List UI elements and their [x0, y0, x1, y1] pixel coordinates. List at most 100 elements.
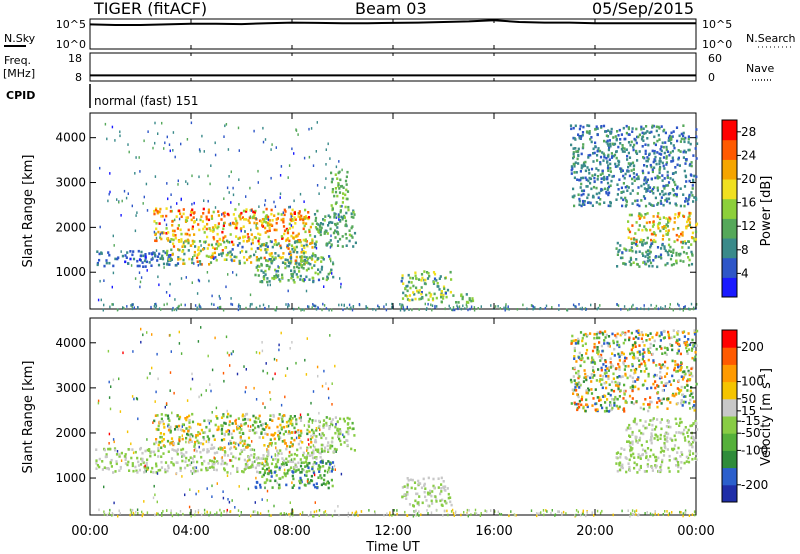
scatter-cell	[655, 433, 658, 437]
scatter-cell	[260, 280, 263, 283]
scatter-cell	[655, 347, 658, 351]
scatter-cell	[604, 130, 607, 133]
scatter-cell	[432, 477, 435, 481]
scatter-cell	[226, 253, 229, 257]
scatter-cell	[424, 302, 426, 306]
scatter-cell	[228, 423, 231, 427]
scatter-cell	[266, 221, 269, 225]
scatter-cell	[614, 380, 617, 384]
scatter-cell	[400, 305, 402, 308]
scatter-cell	[249, 425, 252, 428]
scatter-cell	[193, 469, 196, 472]
scatter-cell	[645, 250, 648, 254]
scatter-cell	[616, 343, 619, 347]
scatter-cell	[237, 237, 240, 240]
scatter-cell	[580, 354, 583, 357]
scatter-cell	[324, 510, 327, 513]
scatter-cell	[337, 213, 340, 216]
scatter-cell	[136, 397, 139, 401]
scatter-cell	[174, 236, 177, 240]
scatter-cell	[658, 138, 661, 141]
scatter-cell	[642, 383, 645, 387]
scatter-cell	[321, 443, 325, 447]
scatter-cell	[163, 445, 166, 448]
scatter-cell	[200, 455, 203, 459]
scatter-cell	[96, 263, 99, 267]
scatter-cell	[214, 336, 216, 340]
scatter-cell	[292, 250, 295, 254]
scatter-cell	[660, 468, 663, 472]
scatter-cell	[683, 335, 686, 338]
scatter-cell	[161, 254, 164, 258]
scatter-cell	[329, 227, 332, 231]
scatter-cell	[180, 428, 183, 432]
scatter-cell	[484, 509, 486, 513]
scatter-cell	[292, 236, 295, 239]
scatter-cell	[210, 302, 213, 306]
scatter-cell	[694, 457, 697, 460]
scatter-cell	[276, 460, 279, 464]
scatter-cell	[574, 386, 577, 389]
scatter-cell	[306, 464, 309, 467]
scatter-cell	[642, 402, 645, 406]
scatter-cell	[97, 399, 100, 403]
scatter-cell	[350, 215, 353, 219]
scatter-cell	[357, 514, 359, 517]
scatter-cell	[290, 269, 293, 272]
scatter-cell	[661, 363, 664, 367]
scatter-cell	[98, 258, 101, 262]
scatter-cell	[456, 306, 459, 309]
scatter-cell	[329, 470, 331, 473]
scatter-cell	[602, 152, 605, 156]
scatter-cell	[256, 264, 259, 268]
scatter-cell	[633, 238, 636, 241]
scatter-cell	[690, 243, 693, 246]
scatter-cell	[315, 462, 318, 465]
scatter-cell	[277, 429, 280, 433]
scatter-cell	[675, 126, 679, 129]
scatter-cell	[335, 450, 337, 453]
scatter-cell	[661, 174, 664, 177]
scatter-cell	[160, 413, 163, 416]
scatter-cell	[420, 291, 423, 294]
scatter-cell	[569, 378, 573, 382]
scatter-cell	[112, 471, 115, 474]
scatter-cell	[343, 419, 346, 423]
scatter-cell	[196, 218, 198, 221]
scatter-cell	[430, 499, 433, 503]
scatter-cell	[177, 428, 180, 431]
scatter-cell	[96, 261, 99, 265]
scatter-cell	[162, 422, 165, 426]
scatter-cell	[177, 256, 180, 259]
scatter-cell	[194, 447, 197, 451]
scatter-cell	[677, 156, 680, 160]
scatter-cell	[176, 414, 179, 417]
scatter-cell	[590, 361, 593, 364]
scatter-cell	[155, 302, 157, 306]
scatter-cell	[609, 162, 612, 166]
scatter-cell	[695, 135, 698, 138]
scatter-cell	[234, 217, 237, 220]
scatter-cell	[198, 228, 201, 232]
scatter-cell	[679, 150, 682, 153]
scatter-cell	[674, 360, 677, 363]
scatter-cell	[301, 511, 304, 514]
scatter-cell	[258, 462, 261, 465]
scatter-cell	[635, 127, 638, 131]
scatter-cell	[575, 389, 578, 392]
scatter-cell	[119, 134, 121, 138]
scatter-cell	[638, 365, 641, 368]
scatter-cell	[618, 128, 621, 132]
scatter-cell	[571, 167, 574, 170]
colorbar-swatch	[722, 179, 737, 200]
scatter-cell	[421, 501, 424, 505]
scatter-cell	[389, 511, 391, 514]
scatter-cell	[107, 251, 110, 254]
scatter-cell	[245, 195, 247, 198]
scatter-cell	[646, 249, 650, 252]
scatter-cell	[436, 282, 439, 285]
scatter-cell	[110, 465, 113, 468]
scatter-cell	[303, 461, 306, 464]
scatter-cell	[673, 216, 676, 220]
scatter-cell	[170, 205, 172, 209]
